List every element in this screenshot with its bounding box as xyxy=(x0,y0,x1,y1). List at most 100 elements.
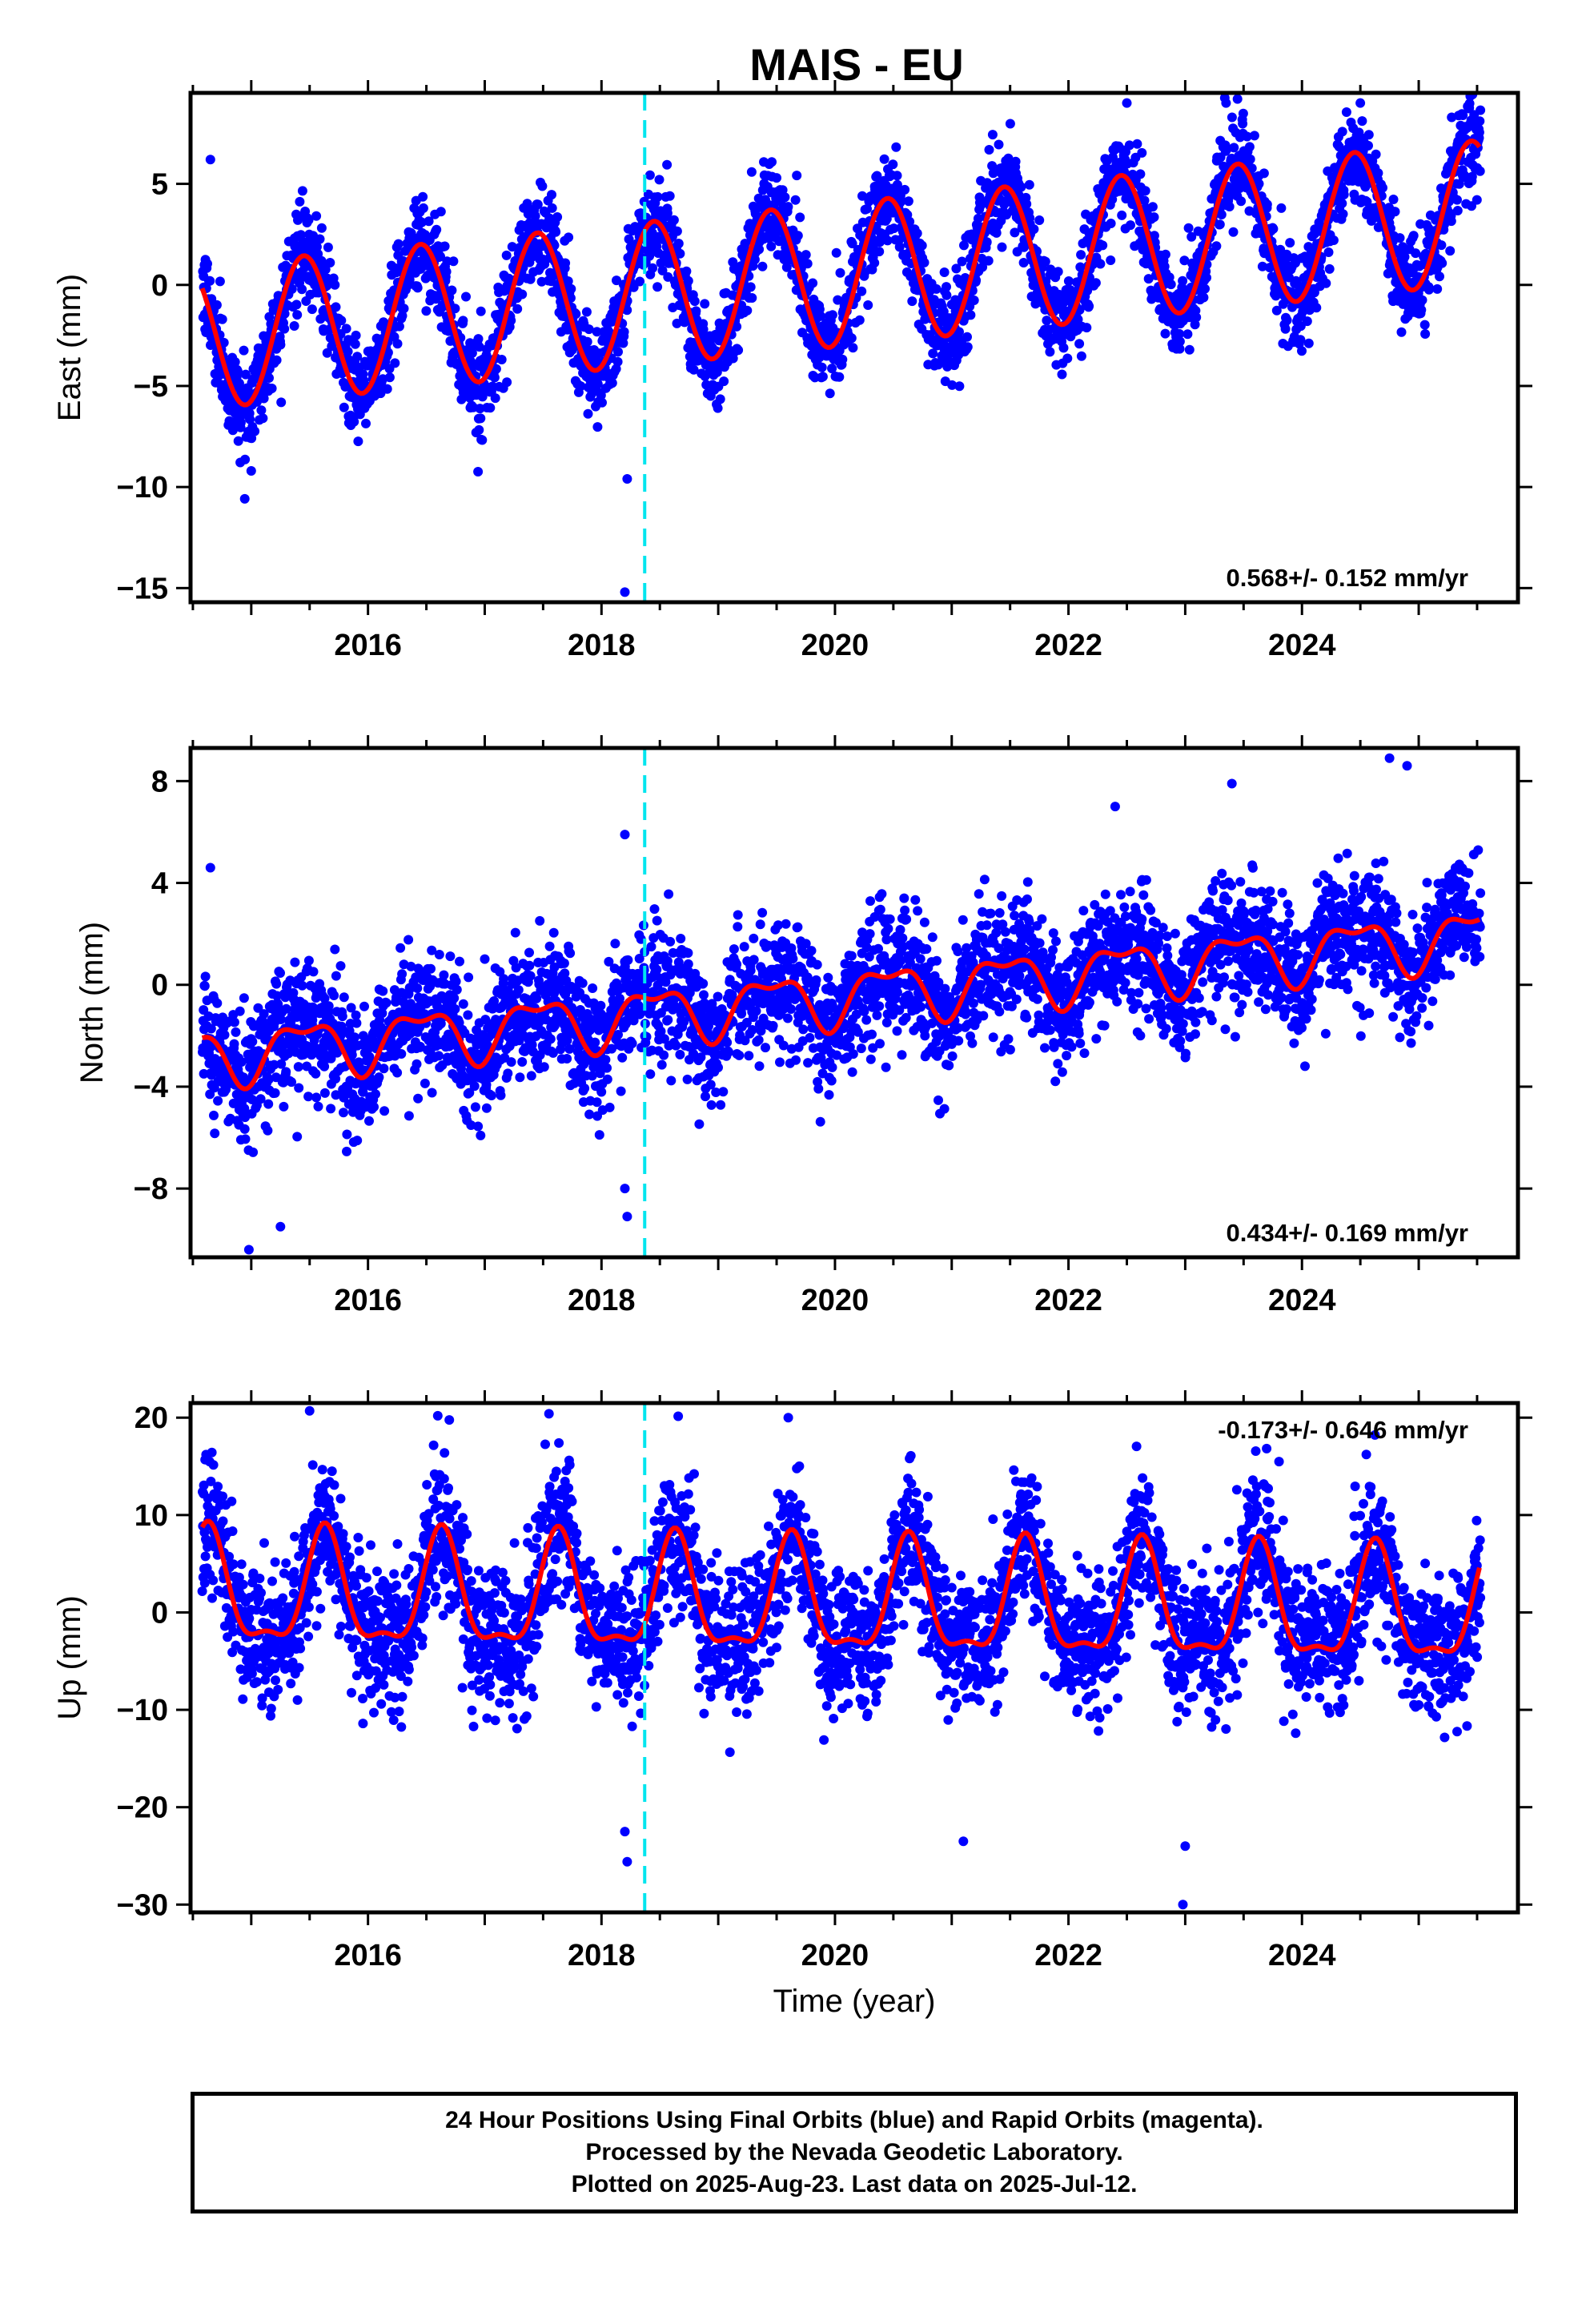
data-point xyxy=(436,251,445,262)
data-point xyxy=(451,976,461,987)
data-point xyxy=(319,1061,330,1072)
data-point xyxy=(295,196,305,207)
data-point xyxy=(293,1062,303,1072)
data-point xyxy=(263,1099,274,1109)
data-point xyxy=(1271,305,1282,316)
data-point xyxy=(1244,142,1255,152)
data-point xyxy=(436,1019,446,1029)
data-point xyxy=(905,216,915,227)
data-point xyxy=(1076,250,1086,260)
data-point xyxy=(691,306,701,316)
y-tick-label: −5 xyxy=(134,370,168,404)
data-point xyxy=(510,927,520,938)
data-point xyxy=(1200,283,1210,294)
data-point xyxy=(1143,274,1154,284)
data-point xyxy=(513,985,524,995)
data-point xyxy=(1337,127,1347,137)
data-point xyxy=(1291,278,1302,288)
data-point xyxy=(339,992,349,1003)
data-point xyxy=(713,403,723,413)
data-point xyxy=(485,403,496,413)
data-point xyxy=(199,1068,209,1079)
data-point xyxy=(311,1092,322,1103)
data-point xyxy=(275,340,286,350)
data-point xyxy=(311,242,322,252)
data-point xyxy=(1338,209,1348,219)
data-point xyxy=(1135,169,1146,179)
data-point xyxy=(464,972,474,983)
data-point xyxy=(351,1010,361,1020)
data-point xyxy=(928,348,938,359)
data-point xyxy=(1321,278,1331,288)
data-point xyxy=(1178,275,1188,286)
data-point xyxy=(331,1090,341,1100)
data-point xyxy=(1280,324,1291,334)
data-point xyxy=(287,1077,296,1088)
data-point xyxy=(1024,179,1034,190)
data-point xyxy=(292,1132,303,1142)
data-point xyxy=(276,1059,287,1069)
data-point xyxy=(1475,166,1485,176)
data-point xyxy=(982,237,992,247)
data-point xyxy=(767,157,777,167)
data-point xyxy=(253,1003,263,1013)
data-point xyxy=(475,404,485,414)
data-point xyxy=(1254,179,1264,189)
data-point xyxy=(1344,143,1355,153)
data-point xyxy=(470,1102,480,1112)
data-point xyxy=(1363,140,1373,151)
data-point xyxy=(962,332,972,342)
data-point xyxy=(749,255,760,265)
data-point xyxy=(503,1068,513,1079)
data-point xyxy=(1445,246,1456,256)
data-point xyxy=(875,237,885,247)
data-point xyxy=(584,324,594,335)
data-point xyxy=(364,1051,375,1062)
data-point xyxy=(473,1121,484,1132)
data-point xyxy=(461,292,471,302)
data-point xyxy=(1432,283,1443,294)
data-point xyxy=(1040,256,1050,267)
data-point xyxy=(888,159,898,170)
data-point xyxy=(857,191,867,201)
data-point xyxy=(426,963,436,974)
data-point xyxy=(565,948,576,959)
data-point xyxy=(319,993,330,1003)
data-point xyxy=(1098,240,1108,251)
data-point xyxy=(491,364,501,374)
data-point xyxy=(1065,285,1075,296)
data-point xyxy=(683,275,693,286)
data-point xyxy=(971,275,982,285)
data-point xyxy=(463,1010,473,1020)
data-point xyxy=(297,980,307,991)
data-point xyxy=(564,1043,575,1054)
data-point xyxy=(511,963,521,973)
plot-frame xyxy=(188,90,1520,605)
data-point xyxy=(352,352,363,362)
data-point xyxy=(837,354,848,364)
data-point xyxy=(276,397,287,408)
data-point xyxy=(335,961,346,971)
data-point xyxy=(480,954,490,964)
data-point xyxy=(239,1124,250,1134)
data-point xyxy=(951,263,962,274)
data-point xyxy=(816,311,826,321)
data-point xyxy=(240,454,251,464)
data-point xyxy=(656,258,666,268)
data-point xyxy=(1395,233,1405,243)
data-point xyxy=(1016,182,1026,192)
data-point xyxy=(1229,143,1239,153)
data-point xyxy=(289,321,299,331)
data-point xyxy=(808,278,818,288)
data-point xyxy=(1337,199,1347,208)
data-point xyxy=(275,968,285,978)
data-point xyxy=(742,305,753,316)
data-point xyxy=(1257,261,1267,271)
data-point xyxy=(1282,315,1292,325)
data-point xyxy=(347,1050,357,1060)
data-point xyxy=(432,224,442,235)
data-point xyxy=(236,1057,247,1067)
data-point xyxy=(681,266,692,276)
data-point xyxy=(229,1039,239,1049)
